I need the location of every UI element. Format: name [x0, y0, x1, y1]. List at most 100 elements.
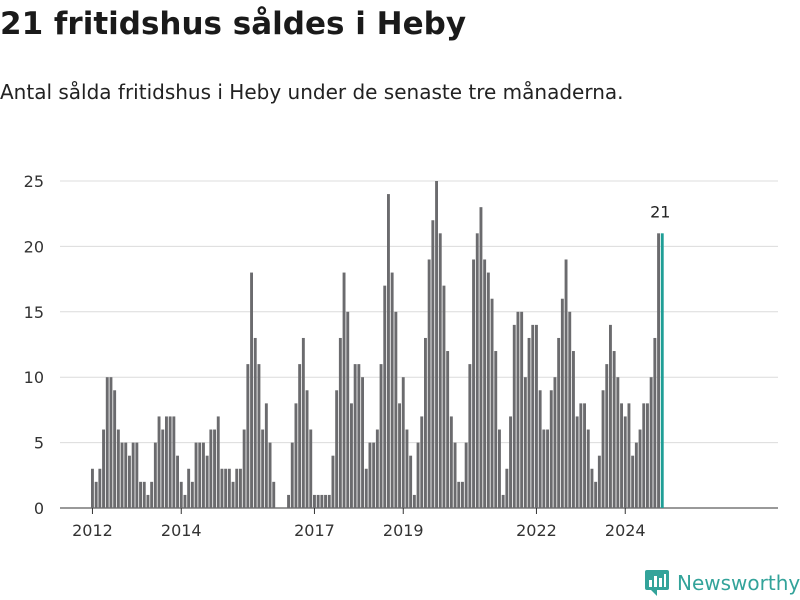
bar — [501, 494, 505, 508]
annotations: 21 — [650, 202, 670, 221]
bar — [535, 324, 538, 508]
bar — [505, 468, 509, 508]
bar — [549, 390, 553, 508]
bar — [331, 455, 335, 508]
bar — [583, 403, 586, 508]
bar — [568, 311, 572, 508]
bar — [605, 364, 609, 508]
bar — [438, 233, 442, 508]
bar — [198, 442, 202, 508]
bar — [261, 429, 265, 508]
bar — [375, 429, 379, 508]
bar — [165, 416, 168, 508]
bar — [194, 442, 198, 508]
bar — [327, 494, 331, 508]
bar — [368, 442, 372, 508]
bar — [590, 468, 594, 508]
bar — [516, 311, 520, 508]
bar — [253, 337, 257, 508]
bar — [235, 468, 239, 508]
bar — [546, 429, 549, 508]
bar — [586, 429, 590, 508]
bar — [242, 429, 246, 508]
bar — [116, 429, 120, 508]
bar — [453, 442, 457, 508]
bar — [209, 429, 213, 508]
bar — [649, 377, 653, 508]
y-tick-label: 5 — [34, 434, 44, 453]
bar — [490, 298, 494, 508]
bar — [383, 285, 387, 508]
bar — [246, 364, 250, 508]
bar — [560, 298, 564, 508]
bar — [264, 403, 268, 508]
x-tick-label: 2019 — [383, 521, 424, 540]
bar — [638, 429, 642, 508]
bar — [646, 403, 649, 508]
bar — [128, 455, 131, 508]
bar — [346, 311, 350, 508]
bar — [405, 429, 409, 508]
bar — [135, 442, 139, 508]
bar — [427, 259, 431, 508]
bar — [387, 194, 390, 508]
x-tick-label: 2024 — [605, 521, 646, 540]
bar — [631, 455, 635, 508]
bar — [187, 468, 191, 508]
bar — [486, 272, 490, 508]
bar — [609, 324, 612, 508]
bar — [272, 481, 276, 508]
bar — [523, 377, 527, 508]
bar — [657, 233, 660, 508]
bar — [105, 377, 109, 508]
y-tick-label: 15 — [24, 303, 44, 322]
bar — [409, 455, 413, 508]
bar — [394, 311, 398, 508]
bar — [157, 416, 161, 508]
bar — [538, 390, 542, 508]
bar — [594, 481, 598, 508]
bar — [457, 481, 461, 508]
bar — [601, 390, 605, 508]
bar — [512, 324, 516, 508]
x-tick-label: 2017 — [294, 521, 335, 540]
bar — [483, 259, 487, 508]
bar-chart: 0 5 10 15 20 25 2012 2014 2017 2019 2022 2024 21 — [24, 172, 778, 540]
bar — [257, 364, 261, 508]
bar — [353, 364, 357, 508]
bar — [623, 416, 627, 508]
x-tick-label: 2022 — [516, 521, 557, 540]
bar — [168, 416, 172, 508]
bar — [161, 429, 165, 508]
bar — [190, 481, 194, 508]
bar — [424, 337, 427, 508]
bar — [416, 442, 420, 508]
bar — [398, 403, 401, 508]
bar — [557, 337, 561, 508]
bar — [390, 272, 394, 508]
bar — [520, 311, 524, 508]
bar — [435, 181, 438, 508]
bar — [412, 494, 416, 508]
bar — [91, 468, 94, 508]
bar — [475, 233, 479, 508]
newsworthy-brand[interactable]: Newsworthy — [645, 570, 800, 596]
bar — [642, 403, 646, 508]
bar — [461, 481, 464, 508]
bar — [202, 442, 205, 508]
bar — [597, 455, 601, 508]
bar — [213, 429, 216, 508]
bar — [179, 481, 183, 508]
bar — [227, 468, 231, 508]
chart-title: 21 fritidshus såldes i Heby — [0, 6, 467, 42]
bar — [572, 351, 575, 508]
bar — [224, 468, 228, 508]
bar — [361, 377, 364, 508]
brand-name: Newsworthy — [677, 571, 800, 595]
x-axis-ticks: 2012 2014 2017 2019 2022 2024 — [72, 508, 646, 540]
y-tick-label: 20 — [24, 237, 44, 256]
bar — [542, 429, 546, 508]
bar — [531, 324, 535, 508]
y-tick-label: 0 — [34, 499, 44, 518]
bar — [250, 272, 253, 508]
